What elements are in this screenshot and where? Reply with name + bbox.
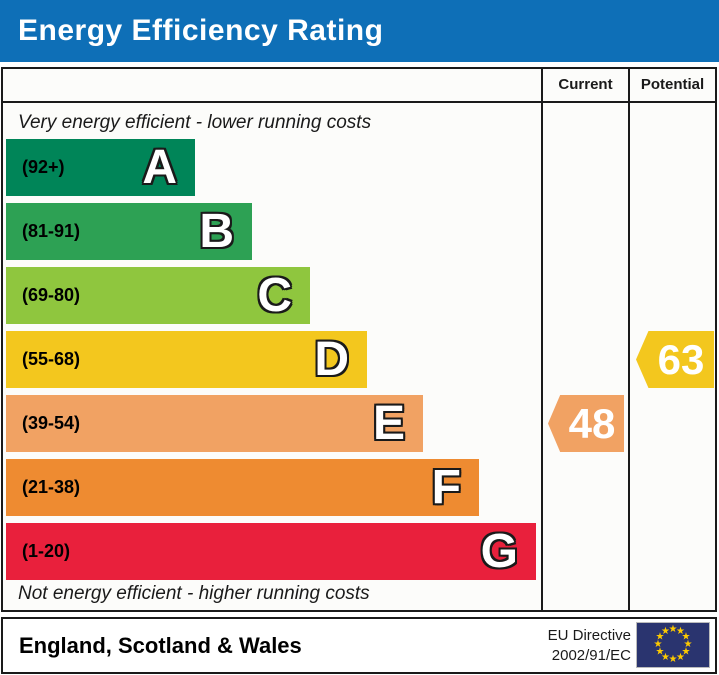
eu-flag-icon (636, 622, 710, 668)
top-note: Very energy efficient - lower running co… (18, 112, 372, 133)
band-g-letter: G (480, 525, 518, 578)
band-f: (21-38) F (6, 459, 479, 516)
band-a-letter: A (142, 141, 177, 194)
header-row-divider (3, 101, 715, 103)
band-c-letter: C (257, 269, 292, 322)
band-d-letter: D (314, 333, 349, 386)
potential-rating-value: 63 (657, 335, 705, 383)
band-a-range: (92+) (22, 157, 65, 177)
band-b-letter: B (199, 205, 234, 258)
potential-rating-marker: 63 (636, 331, 714, 388)
band-g-range: (1-20) (22, 541, 71, 561)
current-rating-marker: 48 (548, 395, 624, 452)
title-banner: Energy Efficiency Rating (0, 0, 719, 62)
eu-directive-label: EU Directive 2002/91/EC (547, 626, 631, 664)
band-e-letter: E (372, 397, 405, 450)
page-title: Energy Efficiency Rating (18, 14, 384, 47)
bottom-note: Not energy efficient - higher running co… (18, 583, 370, 604)
potential-column-divider (628, 69, 630, 610)
band-f-letter: F (431, 461, 461, 514)
band-e: (39-54) E (6, 395, 423, 452)
band-d: (55-68) D (6, 331, 367, 388)
band-d-range: (55-68) (22, 349, 81, 369)
band-e-range: (39-54) (22, 413, 81, 433)
current-column-divider (541, 69, 543, 610)
potential-column-header: Potential (640, 76, 705, 93)
band-c-range: (69-80) (22, 285, 81, 305)
band-b: (81-91) B (6, 203, 252, 260)
band-c: (69-80) C (6, 267, 310, 324)
current-column-header: Current (558, 76, 613, 93)
band-f-range: (21-38) (22, 477, 81, 497)
rating-chart-table: Current Potential Very energy efficient … (1, 67, 717, 612)
current-rating-value: 48 (568, 399, 616, 447)
footer-bar: England, Scotland & Wales EU Directive 2… (1, 617, 717, 674)
band-a: (92+) A (6, 139, 195, 196)
band-b-range: (81-91) (22, 221, 81, 241)
band-g: (1-20) G (6, 523, 536, 580)
region-label: England, Scotland & Wales (19, 633, 302, 658)
